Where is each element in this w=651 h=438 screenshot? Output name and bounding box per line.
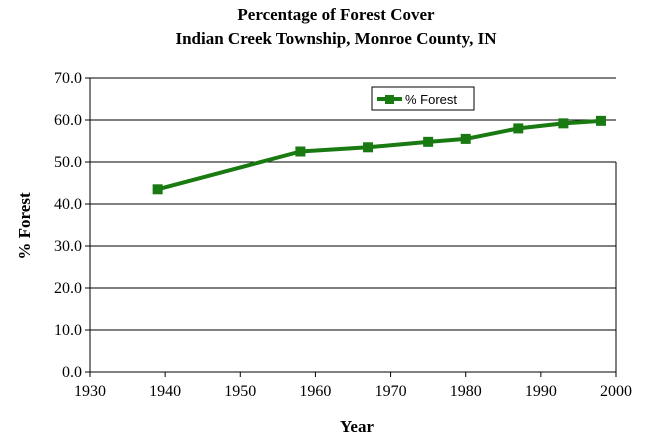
tick-labels: 0.0 10.0 20.0 30.0 40.0 50.0 60.0 70.0 1930 1940 1… xyxy=(54,70,632,400)
x-axis-title: Year xyxy=(340,417,374,436)
y-tick-label: 50.0 xyxy=(54,154,82,171)
data-point-marker xyxy=(423,136,434,147)
y-tick-label: 30.0 xyxy=(54,238,82,255)
x-tick-label: 1970 xyxy=(375,383,407,400)
legend-marker-swatch xyxy=(385,95,394,104)
legend-box xyxy=(371,86,475,111)
data-point-marker xyxy=(595,115,606,126)
data-point-marker xyxy=(513,123,524,134)
data-point-marker xyxy=(460,133,471,144)
x-tick-label: 2000 xyxy=(600,383,632,400)
y-tick-label: 10.0 xyxy=(54,322,82,339)
y-tick-label: 70.0 xyxy=(54,70,82,87)
legend: % Forest xyxy=(371,86,475,111)
data-point-marker xyxy=(558,118,569,129)
x-tick-label: 1950 xyxy=(224,383,256,400)
x-tick-label: 1930 xyxy=(74,383,106,400)
x-tick-label: 1990 xyxy=(525,383,557,400)
x-tick-label: 1960 xyxy=(299,383,331,400)
series-forest xyxy=(152,115,606,195)
y-tick-label: 60.0 xyxy=(54,112,82,129)
y-axis-title: % Forest xyxy=(15,192,34,260)
data-point-marker xyxy=(363,142,374,153)
data-point-marker xyxy=(152,184,163,195)
data-point-marker xyxy=(295,146,306,157)
y-tick-label: 40.0 xyxy=(54,196,82,213)
series-line xyxy=(157,118,602,192)
gridlines xyxy=(90,77,616,331)
x-tick-label: 1980 xyxy=(450,383,482,400)
x-tick-label: 1940 xyxy=(149,383,181,400)
y-tick-label: 0.0 xyxy=(62,364,82,381)
chart-subtitle: Indian Creek Township, Monroe County, IN xyxy=(175,29,497,48)
legend-label: % Forest xyxy=(405,92,457,107)
y-tick-label: 20.0 xyxy=(54,280,82,297)
chart-title: Percentage of Forest Cover xyxy=(237,5,435,24)
axes xyxy=(85,77,617,377)
